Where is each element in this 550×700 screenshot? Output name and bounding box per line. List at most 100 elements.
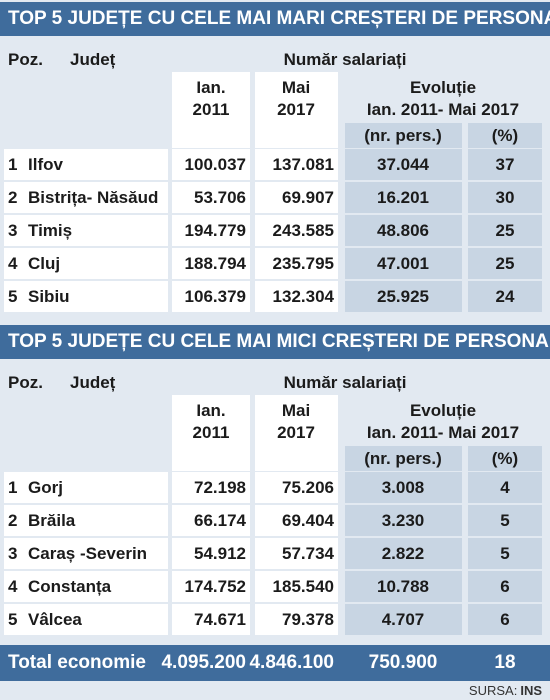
cell-background [468,149,542,180]
section-title-bar [0,2,550,36]
cell-background [468,215,542,246]
section-title-bar [0,325,550,359]
row-value: 3.008 [381,478,425,497]
row-value: 235.795 [272,254,334,273]
column-background [255,395,338,471]
row-position: 2 [8,511,18,530]
source-name: INS [520,683,542,698]
cell-background [468,248,542,279]
row-value: 69.907 [282,188,334,207]
cell-background [172,571,250,602]
section-title: TOP 5 JUDEȚE CU CELE MAI MICI CREȘTERI D… [8,331,550,352]
total-bar [0,645,550,681]
header-unit: (%) [491,126,519,145]
row-value: 24 [495,287,515,306]
row-background [4,281,168,312]
row-value: 10.788 [377,577,429,596]
row-value: 30 [495,188,515,207]
column-background [255,72,338,148]
column-background [172,395,250,471]
header-group: Număr salariați [283,373,407,392]
row-value: 188.794 [184,254,246,273]
row-county: Cluj [28,254,61,273]
cell-background [172,472,250,503]
row-position: 4 [8,254,18,273]
row-value: 75.206 [282,478,334,497]
row-value: 57.734 [282,544,334,563]
cell-background [255,538,338,569]
cell-background [345,215,462,246]
header-col1: Ian. [196,401,226,420]
cell-background [172,281,250,312]
row-position: 1 [8,478,18,497]
cell-background [255,215,338,246]
row-value: 6 [500,610,510,629]
cell-background [468,571,542,602]
cell-background [255,149,338,180]
cell-background [255,505,338,536]
row-county: Brăila [28,511,76,530]
row-position: 2 [8,188,18,207]
row-value: 72.198 [194,478,246,497]
header-col1: Ian. [196,78,226,97]
cell-background [255,281,338,312]
total-value: 750.900 [368,652,438,673]
row-county: Ilfov [28,155,63,174]
cell-background [255,248,338,279]
row-value: 174.752 [184,577,246,596]
row-county: Bistrița- Năsăud [28,188,159,207]
row-county: Caraș -Severin [28,544,148,563]
header-evolution: Evoluție [409,401,477,420]
row-position: 3 [8,544,18,563]
header-col1: 2011 [192,100,230,119]
cell-background [345,472,462,503]
row-background [4,604,168,635]
header-unit: (nr. pers.) [364,126,442,145]
total-label: Total economie [8,652,146,673]
header-judet: Județ [70,50,116,69]
cell-background [468,472,542,503]
row-value: 243.585 [272,221,334,240]
cell-background [172,604,250,635]
row-county: Timiș [28,221,73,240]
cell-background [172,215,250,246]
header-col2: 2017 [277,423,315,442]
row-position: 5 [8,610,18,629]
cell-background [172,149,250,180]
row-value: 106.379 [184,287,246,306]
cell-background [345,281,462,312]
cell-background [172,538,250,569]
row-background [4,571,168,602]
row-value: 25 [495,221,515,240]
row-background [4,215,168,246]
row-value: 79.378 [282,610,334,629]
row-position: 4 [8,577,18,596]
row-value: 185.540 [272,577,334,596]
total-value: 4.095.200 [161,652,246,673]
row-value: 48.806 [377,221,429,240]
row-value: 16.201 [377,188,429,207]
row-value: 25.925 [377,287,429,306]
row-county: Gorj [28,478,63,497]
cell-background [172,182,250,213]
row-position: 3 [8,221,18,240]
cell-background [345,538,462,569]
row-value: 4 [500,478,510,497]
cell-background [255,472,338,503]
cell-background [345,182,462,213]
header-evolution: Evoluție [409,78,477,97]
row-value: 37 [495,155,515,174]
cell-background [172,248,250,279]
row-background [4,472,168,503]
column-background [468,446,542,471]
cell-background [345,604,462,635]
header-evolution: Ian. 2011- Mai 2017 [366,100,520,119]
column-background [172,72,250,148]
cell-background [255,182,338,213]
row-value: 37.044 [377,155,429,174]
row-county: Sibiu [28,287,70,306]
cell-background [468,281,542,312]
header-col2: 2017 [277,100,315,119]
total-value: 18 [494,652,516,673]
